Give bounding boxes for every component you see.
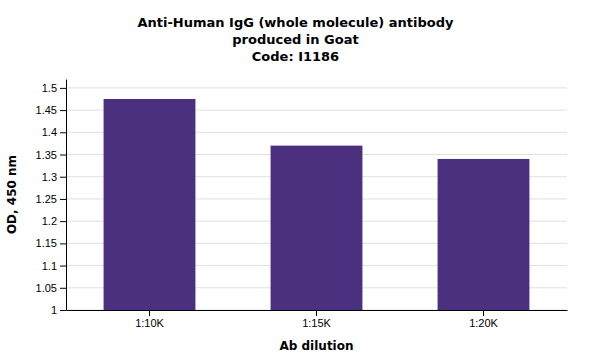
title: Code: I1186 [252, 49, 339, 64]
chart: Anti-Human IgG (whole molecule) antibody… [0, 0, 591, 360]
y-tick-mark [60, 266, 66, 267]
chart-container: Anti-Human IgG (whole molecule) antibody… [0, 0, 591, 360]
y-tick-mark [60, 288, 66, 289]
x-tick-mark [316, 310, 317, 316]
x-tick: 1:10K [135, 310, 164, 329]
y-tick: 1.25 [36, 193, 66, 205]
y-tick-mark [60, 110, 66, 111]
y-tick-mark [60, 155, 66, 156]
y-tick: 1.35 [36, 149, 66, 161]
y-tick: 1.3 [42, 171, 66, 183]
y-tick-label: 1.2 [42, 215, 57, 227]
bars [104, 99, 530, 310]
y-tick-label: 1.05 [36, 282, 57, 294]
y-tick-mark [60, 221, 66, 222]
x-axis-label: Ab dilution [279, 339, 353, 353]
grid-line [66, 87, 567, 88]
bar [271, 146, 363, 310]
y-tick: 1.4 [42, 126, 66, 138]
y-tick-label: 1 [51, 304, 57, 316]
title: Anti-Human IgG (whole molecule) antibody [137, 15, 454, 30]
y-tick-label: 1.25 [36, 193, 57, 205]
y-tick-label: 1.35 [36, 149, 57, 161]
y-tick-mark [60, 243, 66, 244]
y-tick: 1.45 [36, 104, 66, 116]
y-tick: 1.5 [42, 82, 66, 94]
plot: 1 1.05 1.1 1.15 1.2 1.25 1.3 1.35 1.4 1.45 1.5 1:10… [36, 80, 568, 360]
x-tick-label: 1:15K [302, 317, 331, 329]
y-tick: 1.15 [36, 237, 66, 249]
x-axis: 1:10K 1:15K 1:20K [67, 310, 568, 329]
y-tick-mark [60, 132, 66, 133]
y-tick-mark [60, 88, 66, 89]
y-tick-label: 1.1 [42, 260, 57, 272]
bar [104, 99, 196, 310]
x-tick-mark [483, 310, 484, 316]
y-axis: 1 1.05 1.1 1.15 1.2 1.25 1.3 1.35 1.4 1.45 1.5 [36, 80, 67, 317]
bar [438, 159, 530, 310]
y-axis-label: OD, 450 nm [5, 155, 19, 234]
y-tick-mark [60, 310, 66, 311]
y-tick-label: 1.15 [36, 237, 57, 249]
y-tick-mark [60, 199, 66, 200]
x-tick: 1:15K [302, 310, 331, 329]
title: produced in Goat [232, 32, 358, 47]
x-tick-label: 1:20K [469, 317, 498, 329]
x-tick-label: 1:10K [135, 317, 164, 329]
y-tick-mark [60, 177, 66, 178]
x-tick-mark [149, 310, 150, 316]
x-tick: 1:20K [469, 310, 498, 329]
y-tick: 1.2 [42, 215, 66, 227]
y-tick-label: 1.3 [42, 171, 57, 183]
y-tick: 1 [51, 304, 66, 316]
y-axis-line [66, 80, 67, 311]
y-tick: 1.05 [36, 282, 66, 294]
y-tick-label: 1.45 [36, 104, 57, 116]
y-tick: 1.1 [42, 260, 66, 272]
y-tick-label: 1.5 [42, 82, 57, 94]
title-group: Anti-Human IgG (whole molecule) antibody… [137, 15, 454, 64]
y-tick-label: 1.4 [42, 126, 57, 138]
